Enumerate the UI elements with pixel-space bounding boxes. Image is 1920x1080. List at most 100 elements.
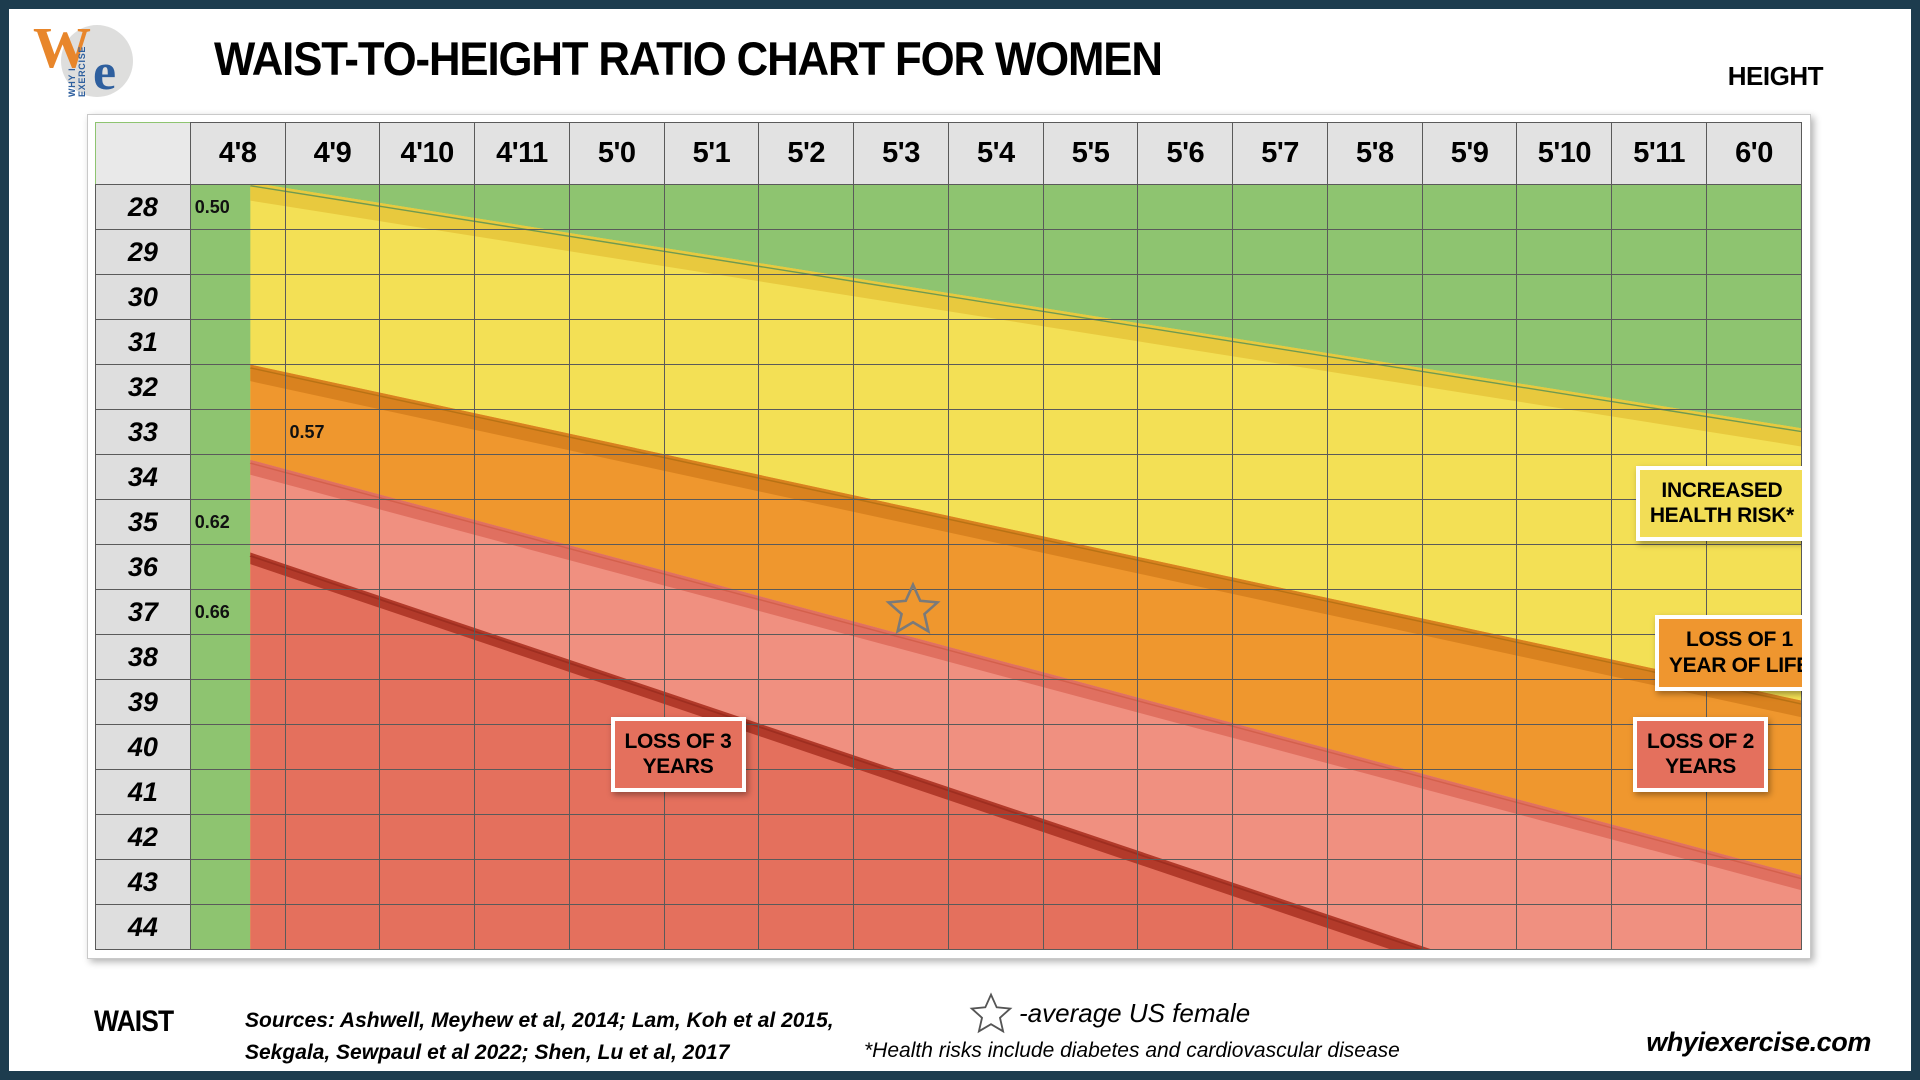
cell-waist-29-height-4-11 [474,229,570,275]
table-row: 29 [95,229,1802,275]
cell-waist-39-height-4-9 [284,679,381,725]
cell-waist-44-height-4-11 [474,904,570,950]
cell-waist-44-height-5-7 [1232,904,1328,950]
row-header-waist-36: 36 [95,544,191,590]
cell-waist-33-height-5-5 [1042,409,1139,455]
cell-waist-32-height-4-8 [189,364,286,410]
cell-waist-32-height-5-6 [1137,364,1234,410]
table-row: 43 [95,859,1802,905]
cell-waist-35-height-5-1 [663,499,760,545]
cell-waist-39-height-5-3 [853,679,949,725]
cell-waist-34-height-5-4 [947,454,1044,500]
cell-waist-42-height-5-2 [758,814,855,860]
sources-note: Sources: Ashwell, Meyhew et al, 2014; La… [245,1005,865,1069]
cell-waist-30-height-4-11 [474,274,570,320]
cell-waist-34-height-5-5 [1042,454,1139,500]
cell-waist-30-height-5-1 [663,274,760,320]
cell-waist-31-height-5-4 [947,319,1044,365]
cell-waist-29-height-4-9 [284,229,381,275]
cell-waist-34-height-4-9 [284,454,381,500]
cell-waist-38-height-4-8 [189,634,286,680]
legend-star-label: -average US female [1019,997,1251,1028]
cell-waist-33-height-4-11 [474,409,570,455]
cell-waist-39-height-5-7 [1232,679,1328,725]
cell-waist-28-height-5-8 [1326,184,1423,230]
cell-waist-36-height-5-5 [1042,544,1139,590]
cell-waist-32-height-4-10 [379,364,476,410]
table-row: 42 [95,814,1802,860]
cell-waist-38-height-4-10 [379,634,476,680]
cell-waist-42-height-5-0 [568,814,665,860]
cell-waist-32-height-5-9 [1421,364,1518,410]
cell-waist-30-height-4-8 [189,274,286,320]
cell-waist-32-height-5-0 [568,364,665,410]
cell-waist-41-height-5-7 [1232,769,1328,815]
table-row: 40 [95,724,1802,770]
cell-waist-41-height-4-11 [474,769,570,815]
col-header-4-11: 4'11 [474,122,570,185]
cell-waist-43-height-6-0 [1706,859,1802,905]
row-header-waist-44: 44 [95,904,191,950]
cell-waist-42-height-5-7 [1232,814,1328,860]
cell-waist-28-height-5-7 [1232,184,1328,230]
cell-waist-38-height-5-8 [1326,634,1423,680]
table-row: 38 [95,634,1802,680]
cell-waist-43-height-5-1 [663,859,760,905]
cell-waist-43-height-4-8 [189,859,286,905]
cell-waist-36-height-5-10 [1516,544,1613,590]
cell-waist-41-height-4-9 [284,769,381,815]
cell-waist-37-height-5-0 [568,589,665,635]
cell-waist-43-height-4-11 [474,859,570,905]
cell-waist-30-height-6-0 [1706,274,1802,320]
cell-waist-44-height-5-10 [1516,904,1613,950]
legend: -average US female [969,991,1250,1035]
cell-waist-31-height-5-10 [1516,319,1613,365]
cell-waist-39-height-5-10 [1516,679,1613,725]
cell-waist-41-height-5-4 [947,769,1044,815]
cell-waist-33-height-5-8 [1326,409,1423,455]
cell-waist-36-height-4-8 [189,544,286,590]
cell-waist-30-height-5-10 [1516,274,1613,320]
cell-waist-29-height-4-10 [379,229,476,275]
cell-waist-42-height-5-5 [1042,814,1139,860]
cell-waist-43-height-5-11 [1611,859,1708,905]
cell-waist-28-height-5-0 [568,184,665,230]
cell-waist-28-height-5-11 [1611,184,1708,230]
cell-waist-28-height-4-11 [474,184,570,230]
col-header-5-0: 5'0 [568,122,665,185]
cell-waist-37-height-5-4 [947,589,1044,635]
cell-waist-29-height-5-5 [1042,229,1139,275]
cell-waist-31-height-4-10 [379,319,476,365]
cell-waist-42-height-5-10 [1516,814,1613,860]
col-header-5-10: 5'10 [1516,122,1613,185]
cell-waist-36-height-5-3 [853,544,949,590]
table-row: 33 0.57 [95,409,1802,455]
ratio-annotation: 0.66 [194,601,230,622]
table-header: 4'8 4'9 4'10 4'11 5'0 5'1 5'2 5'3 5'4 5'… [95,122,1802,185]
cell-waist-30-height-5-3 [853,274,949,320]
table-row: 36 [95,544,1802,590]
cell-waist-31-height-4-9 [284,319,381,365]
cell-waist-41-height-5-6 [1137,769,1234,815]
cell-waist-28-height-4-8: 0.50 [189,184,286,230]
cell-waist-32-height-5-8 [1326,364,1423,410]
cell-waist-31-height-6-0 [1706,319,1802,365]
cell-waist-28-height-5-2 [758,184,855,230]
cell-waist-36-height-5-9 [1421,544,1518,590]
chart-panel: 4'8 4'9 4'10 4'11 5'0 5'1 5'2 5'3 5'4 5'… [87,114,1811,959]
cell-waist-37-height-4-9 [284,589,381,635]
cell-waist-33-height-6-0 [1706,409,1802,455]
cell-waist-31-height-5-5 [1042,319,1139,365]
cell-waist-32-height-5-10 [1516,364,1613,410]
cell-waist-30-height-5-2 [758,274,855,320]
cell-waist-42-height-4-8 [189,814,286,860]
waist-axis-label: WAIST [94,1005,174,1038]
cell-waist-29-height-5-0 [568,229,665,275]
row-header-waist-37: 37 [95,589,191,635]
cell-waist-31-height-5-1 [663,319,760,365]
cell-waist-42-height-4-11 [474,814,570,860]
cell-waist-44-height-5-0 [568,904,665,950]
cell-waist-31-height-4-11 [474,319,570,365]
cell-waist-29-height-5-3 [853,229,949,275]
cell-waist-38-height-5-9 [1421,634,1518,680]
